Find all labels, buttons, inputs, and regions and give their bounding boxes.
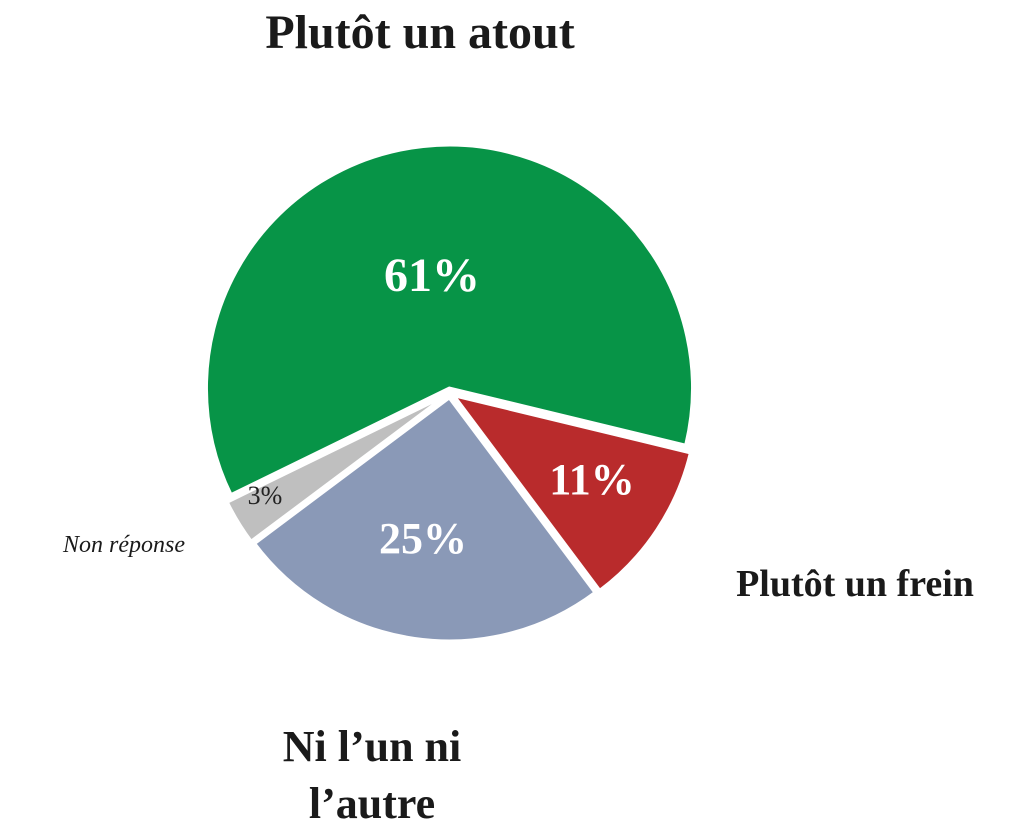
value-label: 25% (379, 514, 467, 563)
pie-slice (252, 395, 597, 643)
pie-slice (225, 394, 447, 544)
pie-slice (450, 393, 693, 593)
value-label: 61% (384, 249, 480, 302)
value-label: 11% (549, 455, 635, 504)
pie-slice (205, 143, 694, 497)
category-label: Ni l’un ni l’autre (282, 722, 462, 829)
category-label: Non réponse (63, 532, 185, 558)
category-label: Plutôt un frein (736, 563, 974, 605)
value-label: 3% (248, 481, 283, 510)
category-label: Plutôt un atout (265, 6, 575, 59)
